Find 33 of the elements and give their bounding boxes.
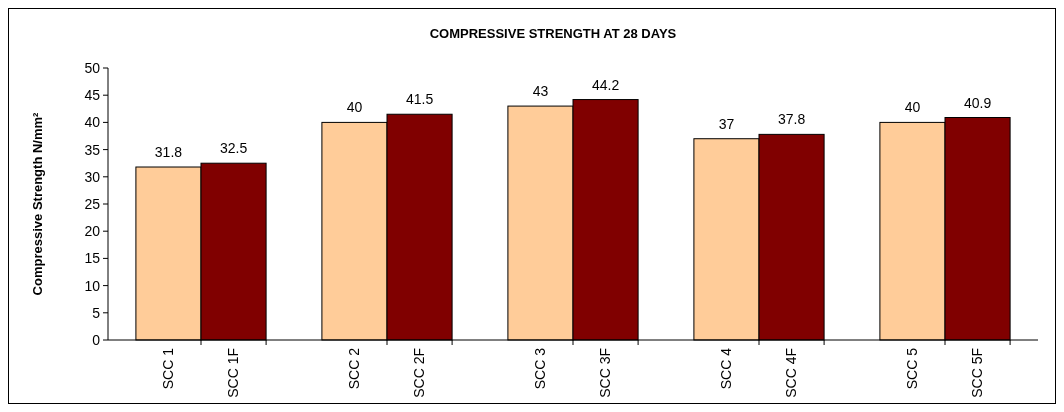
data-label: 40 bbox=[346, 99, 363, 116]
y-tick-label: 25 bbox=[84, 195, 101, 212]
x-tick-label: SCC 1F bbox=[225, 348, 242, 398]
data-label: 32.5 bbox=[219, 140, 248, 157]
x-tick-label: SCC 2F bbox=[411, 348, 428, 398]
data-label: 40.9 bbox=[963, 94, 992, 111]
data-label: 41.5 bbox=[405, 91, 434, 108]
y-tick-label: 10 bbox=[84, 277, 101, 294]
y-axis-title: Compressive Strength N/mm² bbox=[30, 111, 45, 296]
y-tick-label: 20 bbox=[84, 223, 101, 240]
data-label: 43 bbox=[532, 83, 549, 100]
y-tick-label: 35 bbox=[84, 141, 101, 158]
x-tick-label: SCC 5 bbox=[904, 347, 921, 390]
x-tick-label: SCC 4F bbox=[783, 348, 800, 398]
y-tick-label: 30 bbox=[84, 168, 101, 185]
data-label: 37 bbox=[718, 115, 735, 132]
chart-title: COMPRESSIVE STRENGTH AT 28 DAYS bbox=[429, 26, 677, 41]
data-label: 44.2 bbox=[591, 76, 620, 93]
x-tick-label: SCC 3F bbox=[597, 348, 614, 398]
data-label: 40 bbox=[904, 99, 921, 116]
y-tick-label: 5 bbox=[92, 304, 101, 321]
x-tick-label: SCC 3 bbox=[532, 347, 549, 390]
y-tick-label: 50 bbox=[84, 59, 101, 76]
y-tick-label: 40 bbox=[84, 114, 101, 131]
x-tick-label: SCC 2 bbox=[346, 347, 363, 390]
x-tick-label: SCC 4 bbox=[718, 347, 735, 390]
data-label: 37.8 bbox=[777, 111, 806, 128]
y-tick-label: 0 bbox=[92, 331, 101, 348]
y-tick-label: 45 bbox=[84, 87, 101, 104]
y-tick-label: 15 bbox=[84, 250, 101, 267]
data-label: 31.8 bbox=[154, 144, 183, 161]
x-tick-label: SCC 5F bbox=[969, 348, 986, 398]
x-tick-label: SCC 1 bbox=[160, 347, 177, 390]
